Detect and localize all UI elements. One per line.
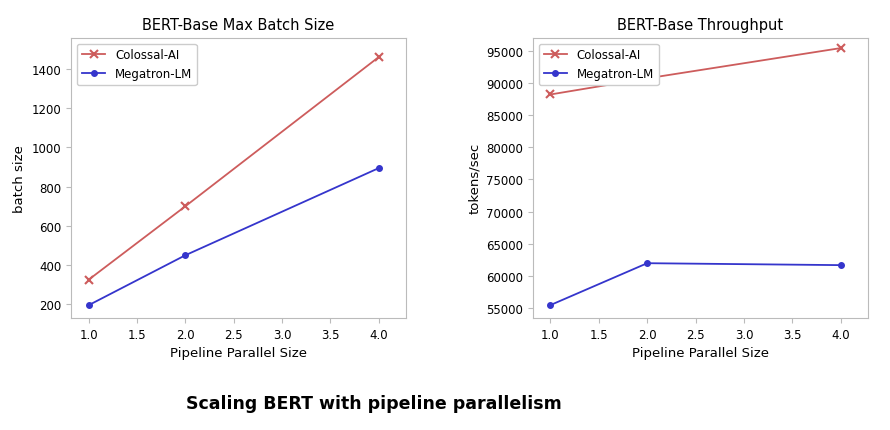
Megatron-LM: [546, 303, 556, 308]
Line: Colossal-AI: Colossal-AI: [85, 54, 383, 284]
Text: Scaling BERT with pipeline parallelism: Scaling BERT with pipeline parallelism: [186, 395, 562, 412]
Legend: Colossal-AI, Megatron-LM: Colossal-AI, Megatron-LM: [539, 45, 659, 86]
Line: Megatron-LM: Megatron-LM: [85, 166, 382, 308]
Colossal-AI: [180, 204, 190, 209]
Colossal-AI: [84, 277, 94, 283]
Y-axis label: batch size: batch size: [13, 144, 26, 212]
Colossal-AI: [374, 55, 384, 61]
Title: BERT-Base Throughput: BERT-Base Throughput: [618, 18, 783, 34]
Colossal-AI: [836, 46, 846, 52]
Megatron-LM: [84, 303, 94, 308]
Legend: Colossal-AI, Megatron-LM: Colossal-AI, Megatron-LM: [77, 45, 197, 86]
Colossal-AI: [642, 77, 652, 82]
Line: Megatron-LM: Megatron-LM: [547, 261, 844, 308]
Megatron-LM: [374, 166, 384, 171]
Line: Colossal-AI: Colossal-AI: [546, 45, 845, 99]
Megatron-LM: [836, 263, 846, 268]
X-axis label: Pipeline Parallel Size: Pipeline Parallel Size: [170, 347, 307, 359]
Title: BERT-Base Max Batch Size: BERT-Base Max Batch Size: [142, 18, 335, 34]
Y-axis label: tokens/sec: tokens/sec: [468, 143, 481, 214]
Megatron-LM: [642, 261, 652, 266]
Megatron-LM: [180, 253, 190, 258]
X-axis label: Pipeline Parallel Size: Pipeline Parallel Size: [632, 347, 769, 359]
Colossal-AI: [546, 92, 556, 98]
